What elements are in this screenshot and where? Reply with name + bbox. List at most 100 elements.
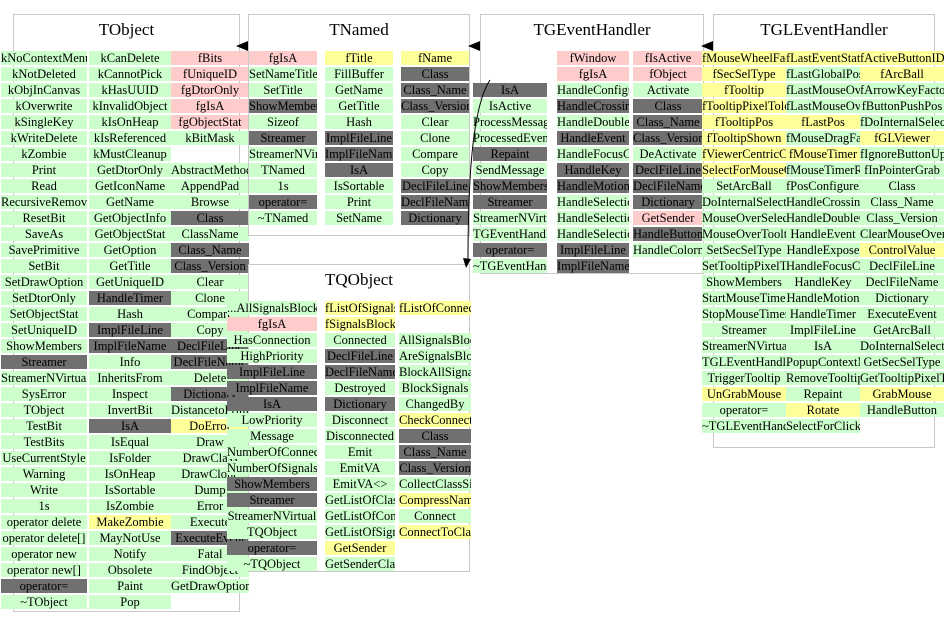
- member-cell: fLastMouseOverPos: [786, 83, 860, 97]
- member-cell: fgIsA: [249, 51, 317, 65]
- class-column: ...AllSignalsBlocked fgIsA HasConnection Hi…: [227, 301, 317, 573]
- class-box-tobject: TObject kNoContextMenu kNotDeleted kObjInC…: [1, 14, 249, 612]
- member-cell: GetName: [325, 83, 393, 97]
- member-cell: Streamer: [1, 355, 87, 369]
- member-cell: SetDtorOnly: [1, 291, 87, 305]
- member-cell: fLastEventState: [786, 51, 860, 65]
- member-cell: Clear: [401, 115, 469, 129]
- member-cell: Compare: [401, 147, 469, 161]
- member-cell: ImplFileName: [557, 259, 629, 273]
- member-cell: FillBuffer: [325, 67, 393, 81]
- member-cell: Class: [171, 211, 249, 225]
- member-cell: HandleMotion: [557, 179, 629, 193]
- member-cell: 1s: [1, 499, 87, 513]
- member-cell: TNamed: [249, 163, 317, 177]
- member-cell: Pop: [89, 595, 171, 609]
- member-cell: DeclFileLine: [401, 179, 469, 193]
- member-cell: HandleTimer: [786, 307, 860, 321]
- member-cell: Inspect: [89, 387, 171, 401]
- member-cell: fTooltipPos: [702, 115, 786, 129]
- member-cell: GetDrawOption: [171, 579, 249, 593]
- member-cell: Class: [860, 179, 944, 193]
- member-cell: AbstractMethod: [171, 163, 249, 177]
- member-cell: GetSender: [633, 211, 703, 225]
- member-cell: ShowMembers: [1, 339, 87, 353]
- member-cell: SetNameTitle: [249, 67, 317, 81]
- member-cell: Dictionary: [325, 397, 395, 411]
- class-title: TGEventHandler: [533, 20, 651, 39]
- member-cell: Streamer: [227, 493, 317, 507]
- member-cell: Connected: [325, 333, 395, 347]
- class-column: IsA IsActive ProcessMessage ProcessedEvent R…: [473, 51, 547, 275]
- member-cell: Dictionary: [401, 211, 469, 225]
- member-cell: NumberOfConnections: [227, 445, 317, 459]
- member-cell: DeclFileName: [401, 195, 469, 209]
- member-cell: HandleCrossing: [557, 99, 629, 113]
- member-cell: GetTitle: [325, 99, 393, 113]
- member-cell: Activate: [633, 83, 703, 97]
- class-box-tgeventhandler: TGEventHandler IsA IsActive ProcessMessage…: [473, 14, 704, 274]
- member-cell: fMouseTimer: [786, 147, 860, 161]
- member-cell: fActiveButtonID: [860, 51, 944, 65]
- member-cell: Clone: [401, 131, 469, 145]
- member-cell: StreamerNVirtual: [249, 147, 317, 161]
- member-cell: InvertBit: [89, 403, 171, 417]
- member-cell: LowPriority: [227, 413, 317, 427]
- member-cell: HandleSelectionRequest: [557, 227, 629, 241]
- member-cell: [473, 67, 547, 81]
- member-cell: MouseOverTooltip: [702, 227, 786, 241]
- member-cell: SetObjectStat: [1, 307, 87, 321]
- member-cell: EmitVA<>: [325, 477, 395, 491]
- member-cell: HandleConfigureNotify: [557, 83, 629, 97]
- member-cell: Connect: [399, 509, 471, 523]
- member-cell: kNotDeleted: [1, 67, 87, 81]
- member-cell: kObjInCanvas: [1, 83, 87, 97]
- member-cell: UseCurrentStyle: [1, 451, 87, 465]
- member-cell: TQObject: [227, 525, 317, 539]
- member-cell: Disconnected: [325, 429, 395, 443]
- member-cell: [399, 541, 471, 555]
- member-cell: fLastGlobalPos: [786, 67, 860, 81]
- member-cell: Repaint: [786, 387, 860, 401]
- member-cell: TObject: [1, 403, 87, 417]
- member-cell: GetListOfConnections: [325, 509, 395, 523]
- member-cell: RecursiveRemove: [1, 195, 87, 209]
- member-cell: Class_Name: [401, 83, 469, 97]
- member-cell: [399, 317, 471, 331]
- member-cell: StreamerNVirtual: [473, 211, 547, 225]
- member-cell: fLastMouseOverShape: [786, 99, 860, 113]
- member-cell: fButtonPushPos: [860, 99, 944, 113]
- member-cell: GetListOfClassSignals: [325, 493, 395, 507]
- member-cell: SetTooltipPixelTolerance: [702, 259, 786, 273]
- member-cell: Destroyed: [325, 381, 395, 395]
- member-cell: ShowMembers: [702, 275, 786, 289]
- member-cell: fIgnoreButtonUp: [860, 147, 944, 161]
- member-cell: fArrowKeyFactor: [860, 83, 944, 97]
- member-cell: ShowMembers: [227, 477, 317, 491]
- class-column: fLastEventState fLastGlobalPos fLastMouseO…: [786, 51, 860, 435]
- member-cell: Class: [401, 67, 469, 81]
- member-cell: operator=: [249, 195, 317, 209]
- member-cell: BlockAllSignals: [399, 365, 471, 379]
- class-box-tqobject: TQObject ...AllSignalsBlocked fgIsA HasCon…: [227, 264, 471, 572]
- member-cell: Class_Version: [860, 211, 944, 225]
- class-column: fTitle FillBuffer GetName GetTitle Hash ImplF…: [325, 51, 393, 227]
- member-cell: kInvalidObject: [89, 99, 171, 113]
- member-cell: kHasUUID: [89, 83, 171, 97]
- member-cell: StopMouseTimer: [702, 307, 786, 321]
- member-cell: fName: [401, 51, 469, 65]
- member-cell: IsActive: [473, 99, 547, 113]
- member-cell: SetDrawOption: [1, 275, 87, 289]
- member-cell: SaveAs: [1, 227, 87, 241]
- member-cell: operator=: [473, 243, 547, 257]
- member-cell: SendMessage: [473, 163, 547, 177]
- member-cell: AppendPad: [171, 179, 249, 193]
- member-cell: IsOnHeap: [89, 467, 171, 481]
- member-cell: kMustCleanup: [89, 147, 171, 161]
- member-cell: fWindow: [557, 51, 629, 65]
- member-cell: SavePrimitive: [1, 243, 87, 257]
- member-cell: BlockSignals: [399, 381, 471, 395]
- class-column: fIsActive fObject Activate Class Class_Name C…: [633, 51, 703, 259]
- member-cell: fTitle: [325, 51, 393, 65]
- class-title: TObject: [98, 20, 155, 39]
